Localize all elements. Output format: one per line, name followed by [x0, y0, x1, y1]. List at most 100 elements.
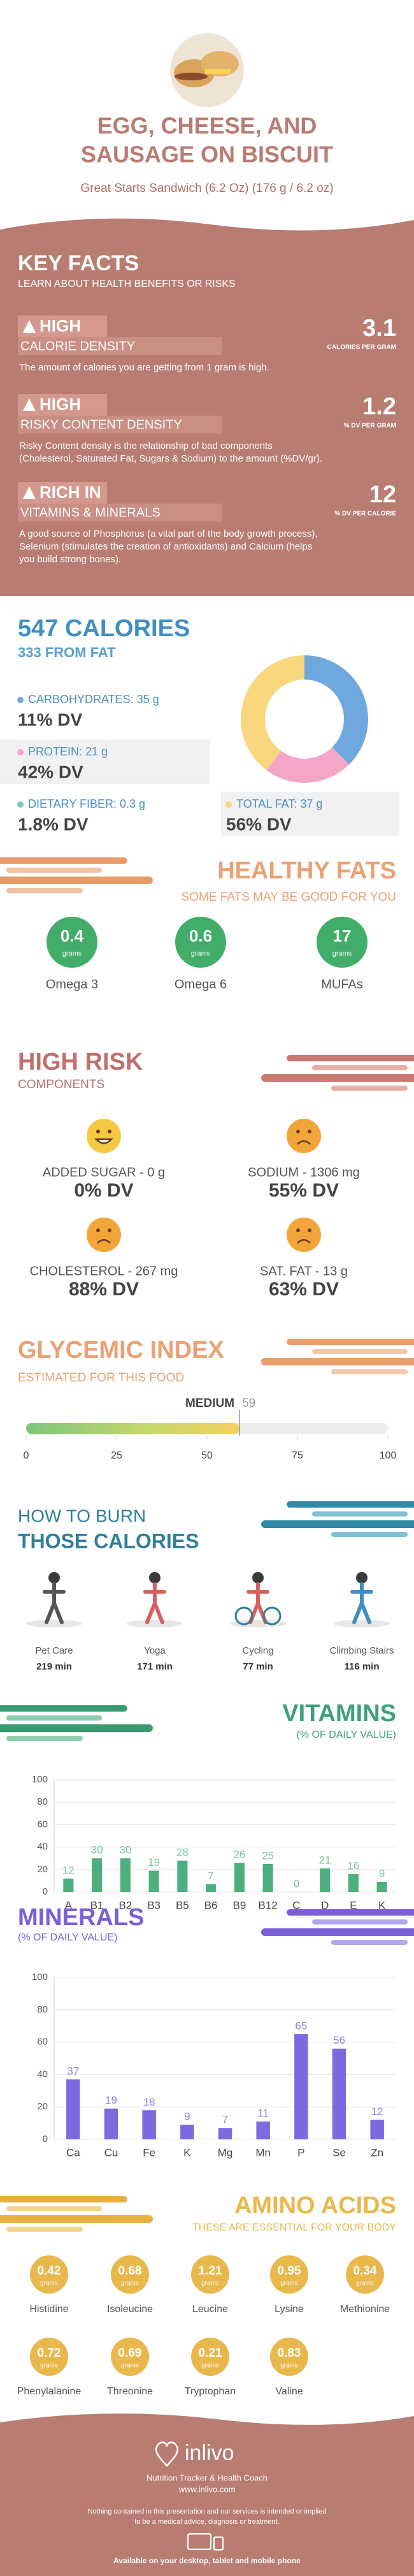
level-icon	[23, 398, 36, 411]
section-subtitle: ESTIMATED FOR THIS FOOD	[18, 1371, 184, 1385]
decor-stripe	[6, 2227, 83, 2232]
level: HIGH	[39, 316, 81, 335]
amino-circle	[191, 2255, 229, 2294]
decor-stripe	[6, 868, 102, 873]
value-label: 12	[371, 2106, 383, 2118]
tagline: Nutrition Tracker & Health Coach	[146, 2473, 268, 2482]
bar	[376, 1882, 387, 1892]
value-label: 11	[257, 2107, 269, 2120]
figure-head	[48, 1572, 60, 1583]
amino-unit: grams	[201, 2280, 219, 2287]
amino-value: 0.34	[353, 2264, 377, 2278]
bar	[294, 2034, 308, 2139]
gi-level: MEDIUM	[185, 1397, 234, 1410]
eye	[96, 1228, 100, 1232]
subtitle: Great Starts Sandwich (6.2 Oz) (176 g / …	[80, 182, 333, 195]
value-label: 16	[347, 1859, 359, 1872]
nutrient-dv: 42% DV	[18, 762, 83, 782]
bullet	[17, 801, 24, 808]
x-tick-label: B1	[90, 1899, 104, 1911]
disclaimer: Nothing contained in this presentation a…	[88, 2508, 327, 2515]
footer-bg	[0, 2413, 414, 2576]
risk-dv: 88% DV	[69, 1279, 139, 1300]
level-icon	[23, 486, 36, 499]
y-tick-label: 0	[43, 2134, 48, 2144]
bullet	[17, 749, 24, 755]
x-tick-label: D	[321, 1899, 329, 1911]
y-tick-label: 40	[37, 1842, 48, 1852]
fact-name: VITAMINS & MINERALS	[20, 506, 161, 520]
amino-name: Threonine	[107, 2386, 153, 2397]
nutrient-dv: 11% DV	[18, 709, 82, 729]
value-label: 19	[105, 2094, 117, 2106]
wheel	[262, 1606, 282, 1626]
available: Available on your desktop, tablet and mo…	[113, 2556, 301, 2565]
decor-stripe	[287, 1909, 414, 1916]
level: HIGH	[39, 395, 81, 414]
x-tick-label: Ca	[66, 2146, 80, 2158]
amino-name: Phenylalanine	[17, 2386, 82, 2397]
amino-circle	[270, 2338, 308, 2376]
decor-stripe	[6, 888, 83, 893]
gi-bar	[26, 1423, 240, 1434]
figure-body	[246, 1582, 269, 1624]
gi-tick-label: 25	[111, 1450, 122, 1461]
nutrient-label: TOTAL FAT: 37 g	[236, 797, 322, 810]
x-tick-label: Mg	[218, 2146, 233, 2158]
fat-unit: grams	[62, 950, 82, 957]
amino-name: Lysine	[275, 2304, 304, 2315]
level: RICH IN	[39, 483, 101, 502]
y-tick-label: 60	[37, 2037, 48, 2048]
section-title: THOSE CALORIES	[18, 1529, 199, 1552]
amino-circle	[111, 2338, 149, 2376]
amino-name: Methionine	[340, 2304, 390, 2315]
value-label: 30	[119, 1844, 131, 1856]
value-label: 28	[176, 1846, 189, 1858]
x-tick-label: E	[350, 1899, 357, 1911]
x-tick-label: Fe	[143, 2146, 155, 2158]
section-title: HEALTHY FATS	[217, 857, 396, 884]
decor-stripe	[261, 1358, 414, 1365]
bar	[92, 1858, 103, 1892]
face	[287, 1119, 321, 1153]
bar	[262, 1864, 273, 1892]
decor-stripe	[0, 1724, 153, 1732]
y-tick-label: 0	[43, 1886, 48, 1897]
x-tick-label: Cu	[104, 2146, 118, 2158]
figure-head	[356, 1572, 368, 1583]
value-label: 21	[319, 1854, 331, 1867]
bar	[256, 2121, 270, 2139]
x-tick-label: B12	[259, 1899, 278, 1911]
value-label: 7	[208, 1870, 213, 1882]
decor-stripe	[331, 1940, 408, 1945]
decor-stripe	[312, 1919, 408, 1925]
eye	[296, 1228, 300, 1232]
section-title: GLYCEMIC INDEX	[18, 1337, 224, 1364]
value-label: 30	[91, 1844, 103, 1856]
risk-label: SODIUM - 1306 mg	[248, 1165, 360, 1179]
fact-description: (Cholesterol, Saturated Fat, Sugars & So…	[19, 453, 322, 464]
bar	[234, 1863, 245, 1892]
mouth	[97, 1239, 111, 1244]
amino-circle	[30, 2338, 68, 2376]
y-tick-label: 20	[37, 1864, 48, 1875]
face	[87, 1119, 121, 1153]
brand: inlivo	[185, 2441, 234, 2465]
decor-stripe	[6, 2206, 102, 2211]
section-title: HIGH RISK	[18, 1049, 143, 1075]
amino-unit: grams	[121, 2362, 139, 2369]
fat-unit: grams	[191, 950, 211, 957]
amino-value: 1.21	[199, 2264, 222, 2278]
y-tick-label: 100	[32, 1774, 48, 1785]
face	[287, 1218, 321, 1252]
section-title: AMINO ACIDS	[234, 2192, 396, 2219]
section-subtitle: THESE ARE ESSENTIAL FOR YOUR BODY	[192, 2222, 396, 2233]
bar	[206, 1884, 217, 1892]
y-tick-label: 100	[32, 1972, 48, 1983]
activity-name: Cycling	[242, 1645, 273, 1656]
decor-stripe	[0, 1705, 127, 1712]
value-label: 12	[62, 1864, 75, 1876]
amino-unit: grams	[201, 2362, 219, 2369]
section-title: 547 CALORIES	[18, 615, 190, 642]
